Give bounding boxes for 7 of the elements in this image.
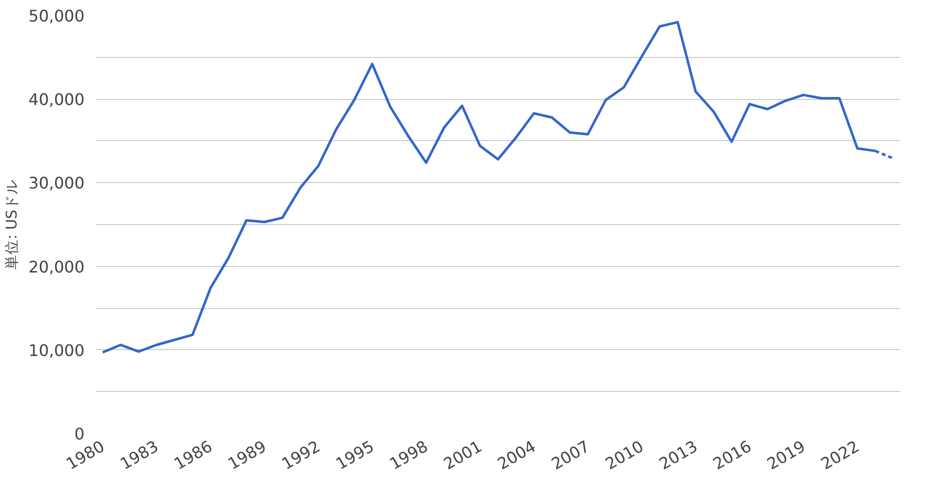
y-tick-label: 20,000 — [28, 257, 84, 276]
y-tick-label: 50,000 — [28, 6, 84, 26]
y-tick-label: 30,000 — [28, 174, 84, 193]
y-tick-label: 40,000 — [28, 90, 84, 110]
y-tick-label: 10,000 — [28, 340, 84, 360]
y-axis-title: 単位: USドル — [4, 180, 21, 270]
y-tick-label: 0 — [74, 424, 85, 444]
